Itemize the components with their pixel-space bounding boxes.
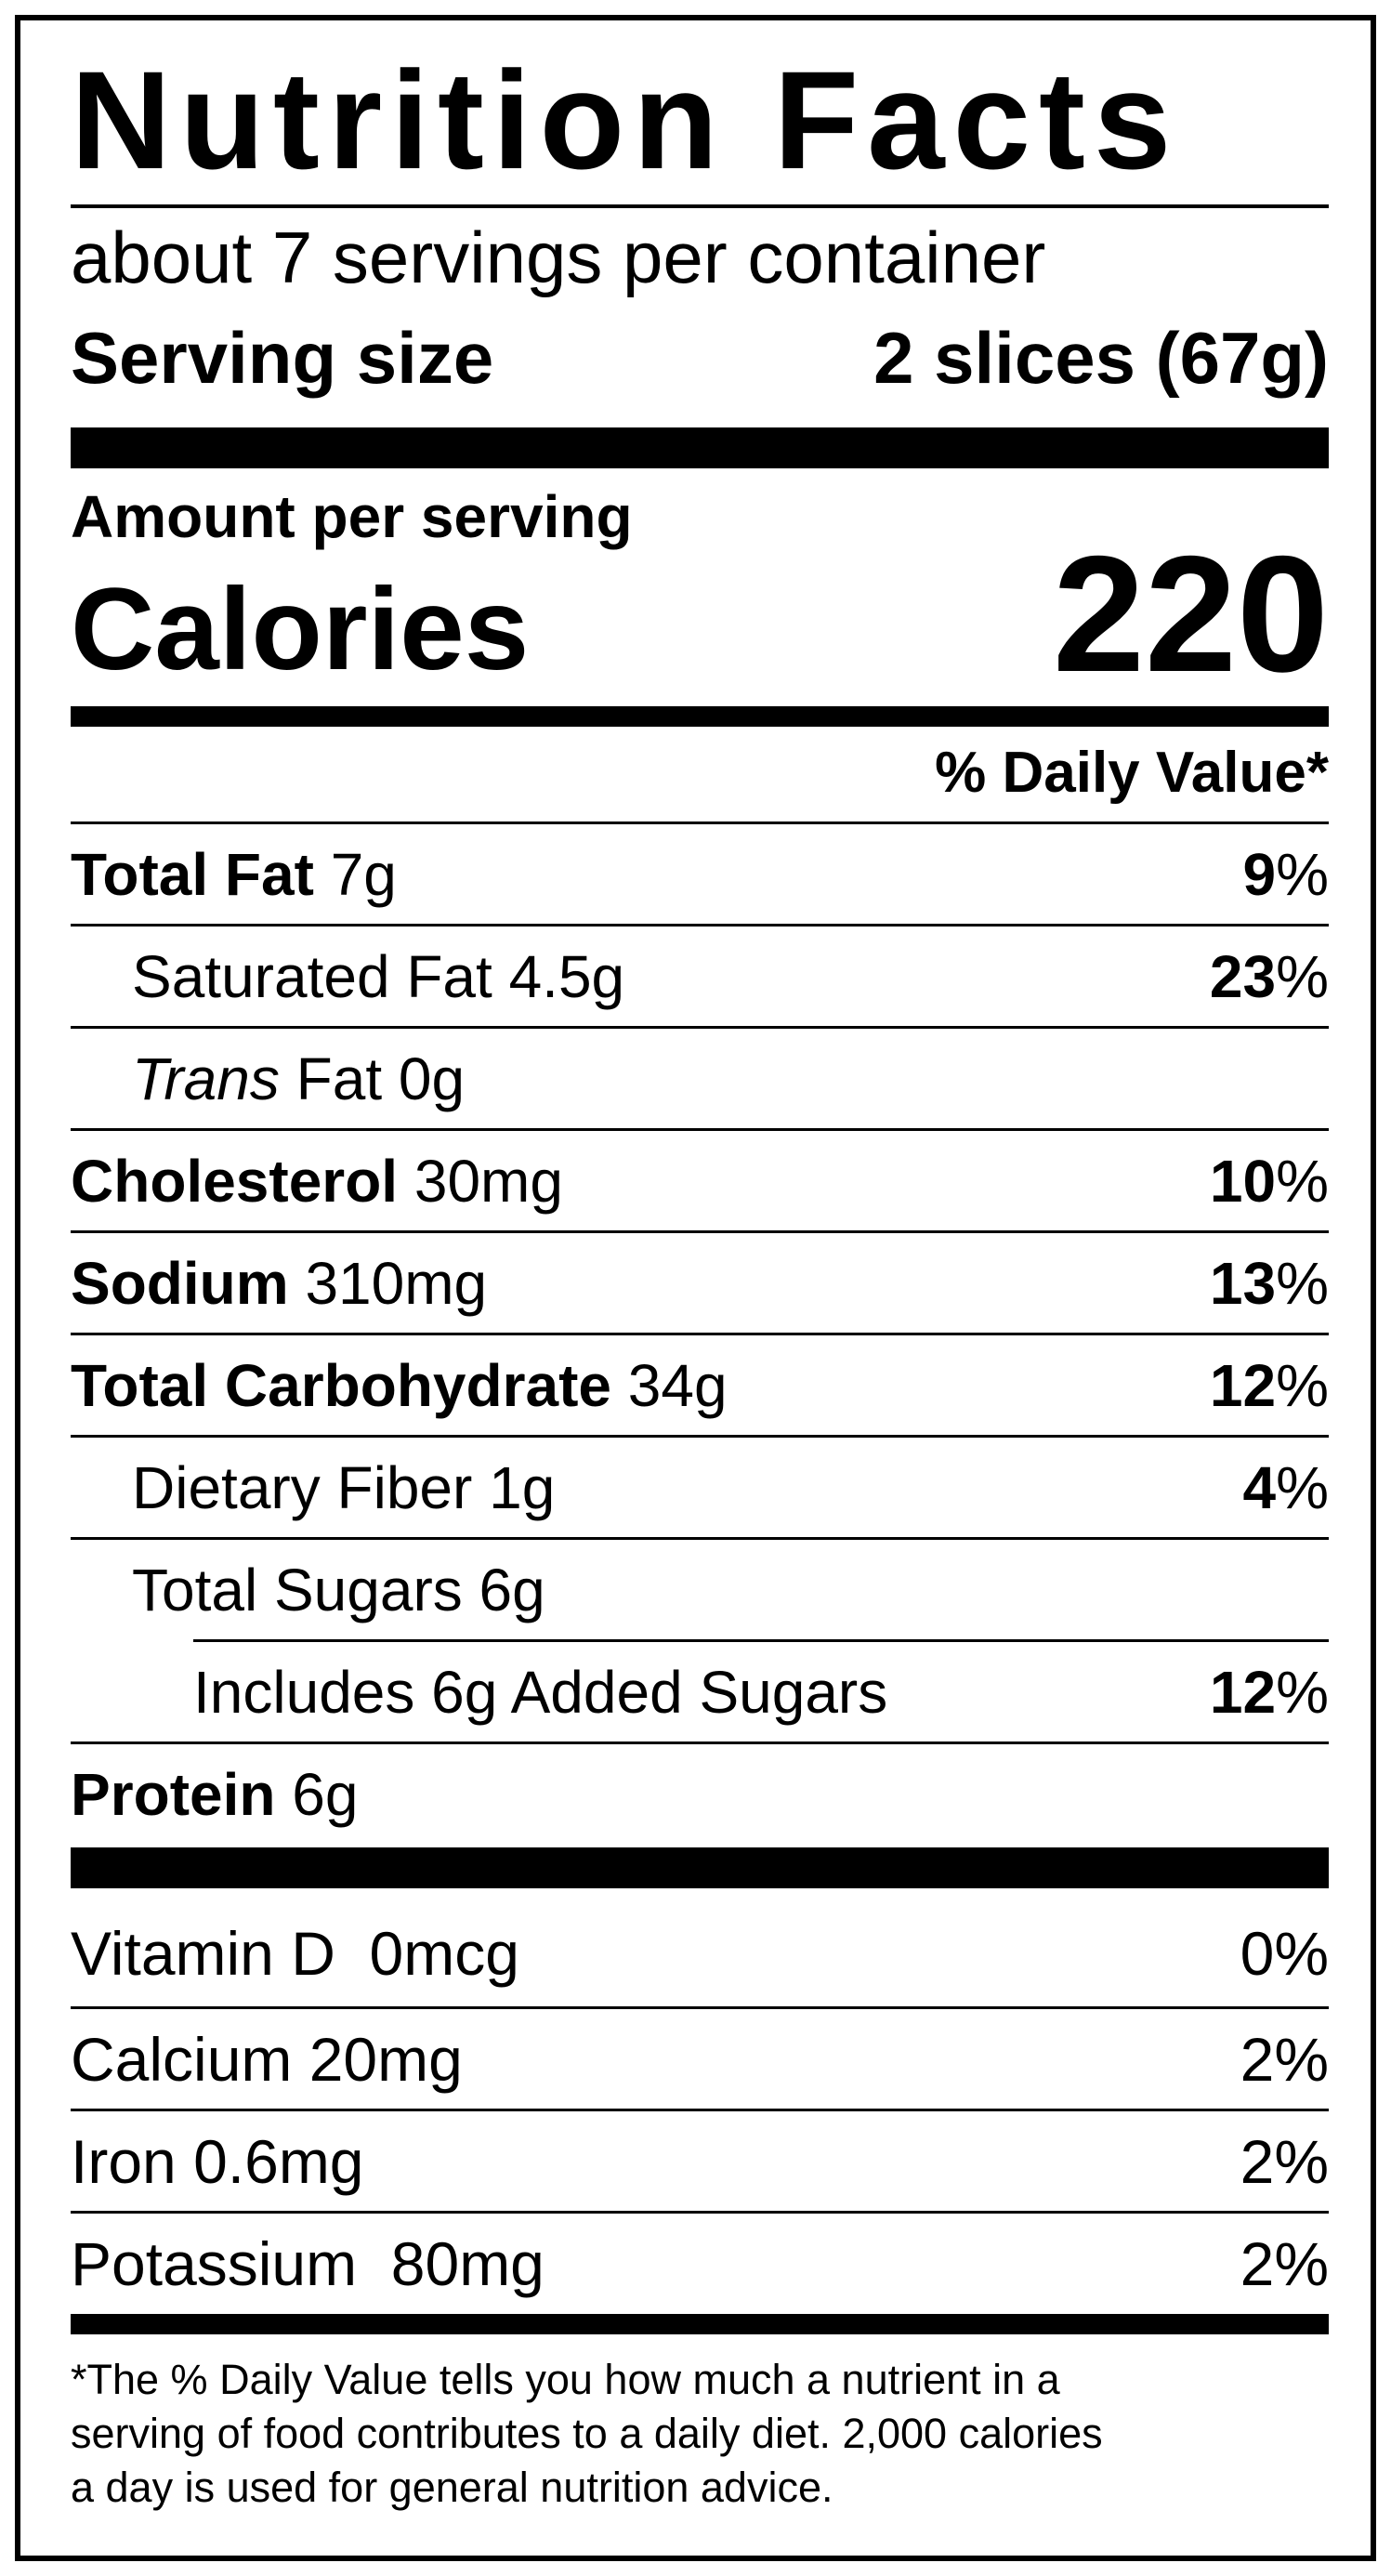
calories-value: 220: [1053, 521, 1329, 706]
footnote: *The % Daily Value tells you how much a …: [71, 2353, 1329, 2515]
nutrient-dv-number: 23: [1209, 942, 1277, 1010]
nutrient-dv-number: 12: [1209, 1351, 1277, 1419]
label-title: Nutrition Facts: [71, 42, 1180, 198]
nutrition-label: Nutrition Facts about 7 servings per con…: [15, 15, 1376, 2561]
nutrient-name: Trans: [132, 1045, 280, 1112]
vitamin-row-potassium: Potassium 80mg 2%: [71, 2211, 1329, 2313]
nutrient-name: Total Carbohydrate: [71, 1351, 611, 1419]
serving-size-value: 2 slices (67g): [873, 317, 1329, 399]
vitamin-row-vitamin-d: Vitamin D 0mcg 0%: [71, 1902, 1329, 2004]
vitamin-text: Potassium 80mg: [71, 2228, 545, 2298]
nutrient-row-total-carbohydrate: Total Carbohydrate 34g 12%: [71, 1333, 1329, 1435]
nutrient-text: Includes 6g Added Sugars: [193, 1658, 888, 1726]
nutrient-dv-sign: %: [1276, 1351, 1329, 1419]
footnote-line: serving of food contributes to a daily d…: [71, 2410, 1103, 2457]
nutrient-amount: 34g: [627, 1351, 728, 1419]
nutrient-amount: 6g: [479, 1556, 545, 1623]
nutrient-name: Saturated Fat: [132, 942, 492, 1010]
nutrient-dv-number: 10: [1209, 1147, 1277, 1215]
nutrient-name: Dietary Fiber: [132, 1453, 473, 1521]
nutrient-dv-number: 4: [1242, 1453, 1277, 1521]
nutrient-name: Total Fat: [71, 840, 314, 908]
serving-size-row: Serving size 2 slices (67g): [71, 316, 1329, 400]
vitamin-dv: 0%: [1240, 1919, 1329, 1988]
nutrient-row-dietary-fiber: Dietary Fiber 1g 4%: [71, 1435, 1329, 1537]
nutrient-dv-sign: %: [1276, 1658, 1329, 1726]
calories-row: Calories 220: [71, 532, 1329, 697]
daily-value-header: % Daily Value*: [935, 741, 1329, 805]
vitamin-row-calcium: Calcium 20mg 2%: [71, 2006, 1329, 2109]
nutrient-row-trans-fat: Trans Fat 0g: [71, 1026, 1329, 1128]
nutrient-row-saturated-fat: Saturated Fat 4.5g 23%: [71, 924, 1329, 1026]
amount-per-serving: Amount per serving: [71, 483, 633, 550]
nutrient-dv-sign: %: [1276, 1249, 1329, 1317]
nutrient-amount: 0g: [398, 1045, 466, 1112]
bottom-divider: [71, 2314, 1329, 2334]
vitamin-text: Vitamin D 0mcg: [71, 1919, 519, 1988]
vitamin-row-iron: Iron 0.6mg 2%: [71, 2109, 1329, 2211]
nutrient-dv-sign: %: [1276, 942, 1329, 1010]
nutrient-row-protein: Protein 6g: [71, 1741, 1329, 1844]
vitamin-dv: 2%: [1240, 2024, 1329, 2094]
nutrient-row-added-sugars: Includes 6g Added Sugars 12%: [193, 1639, 1329, 1741]
nutrient-dv-sign: %: [1276, 1453, 1329, 1521]
nutrient-dv-sign: %: [1276, 840, 1329, 908]
vitamin-text: Calcium 20mg: [71, 2024, 463, 2094]
nutrient-row-total-fat: Total Fat 7g 9%: [71, 821, 1329, 924]
nutrient-amount: 6g: [292, 1760, 359, 1828]
nutrient-row-sodium: Sodium 310mg 13%: [71, 1230, 1329, 1333]
nutrient-name: Protein: [71, 1760, 276, 1828]
nutrient-amount: 30mg: [413, 1147, 563, 1215]
nutrition-label-content: Nutrition Facts about 7 servings per con…: [71, 20, 1329, 2556]
footnote-line: a day is used for general nutrition advi…: [71, 2464, 833, 2511]
nutrient-amount: 7g: [330, 840, 397, 908]
medium-divider: [71, 706, 1329, 727]
serving-size-label: Serving size: [71, 317, 494, 399]
nutrient-dv-number: 9: [1242, 840, 1277, 908]
thick-divider-top: [71, 427, 1329, 468]
nutrient-amount: 4.5g: [508, 942, 625, 1010]
title-divider: [71, 204, 1329, 208]
footnote-line: *The % Daily Value tells you how much a …: [71, 2356, 1060, 2403]
nutrient-row-total-sugars: Total Sugars 6g: [71, 1537, 1329, 1639]
nutrient-dv-number: 13: [1209, 1249, 1277, 1317]
nutrient-amount: 310mg: [305, 1249, 488, 1317]
nutrient-amount: 1g: [489, 1453, 556, 1521]
calories-label: Calories: [71, 565, 530, 694]
nutrient-dv-number: 12: [1209, 1658, 1277, 1726]
nutrient-dv-sign: %: [1276, 1147, 1329, 1215]
thick-divider-middle: [71, 1847, 1329, 1888]
nutrient-name: Sodium: [71, 1249, 289, 1317]
nutrient-name: Total Sugars: [132, 1556, 463, 1623]
vitamin-text: Iron 0.6mg: [71, 2126, 364, 2196]
nutrient-name-suffix: Fat: [295, 1045, 383, 1112]
nutrient-name: Cholesterol: [71, 1147, 399, 1215]
vitamin-dv: 2%: [1240, 2126, 1329, 2196]
vitamin-dv: 2%: [1240, 2228, 1329, 2298]
nutrient-row-cholesterol: Cholesterol 30mg 10%: [71, 1128, 1329, 1230]
servings-per-container: about 7 servings per container: [71, 217, 1046, 298]
